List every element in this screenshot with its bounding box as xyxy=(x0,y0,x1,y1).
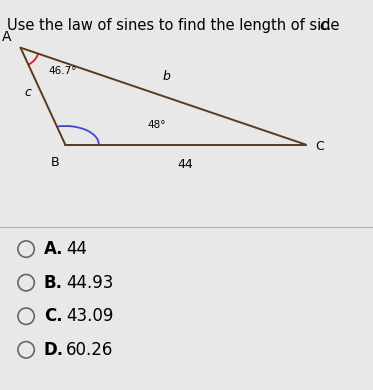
Text: 43.09: 43.09 xyxy=(66,307,113,325)
Text: 44: 44 xyxy=(178,158,194,171)
Text: 44.93: 44.93 xyxy=(66,274,113,292)
Text: A.: A. xyxy=(44,240,63,258)
Text: C.: C. xyxy=(44,307,62,325)
Text: c: c xyxy=(25,86,31,99)
Text: B.: B. xyxy=(44,274,63,292)
Text: 48°: 48° xyxy=(147,120,166,130)
Text: b: b xyxy=(163,70,171,83)
Text: c.: c. xyxy=(319,18,332,33)
Text: C: C xyxy=(315,140,324,153)
Text: Use the law of sines to find the length of side: Use the law of sines to find the length … xyxy=(7,18,345,33)
Text: 60.26: 60.26 xyxy=(66,341,113,359)
Text: A: A xyxy=(2,30,11,44)
Text: 44: 44 xyxy=(66,240,87,258)
Text: B: B xyxy=(51,156,60,169)
Text: 46.7°: 46.7° xyxy=(48,66,77,76)
Text: D.: D. xyxy=(44,341,64,359)
